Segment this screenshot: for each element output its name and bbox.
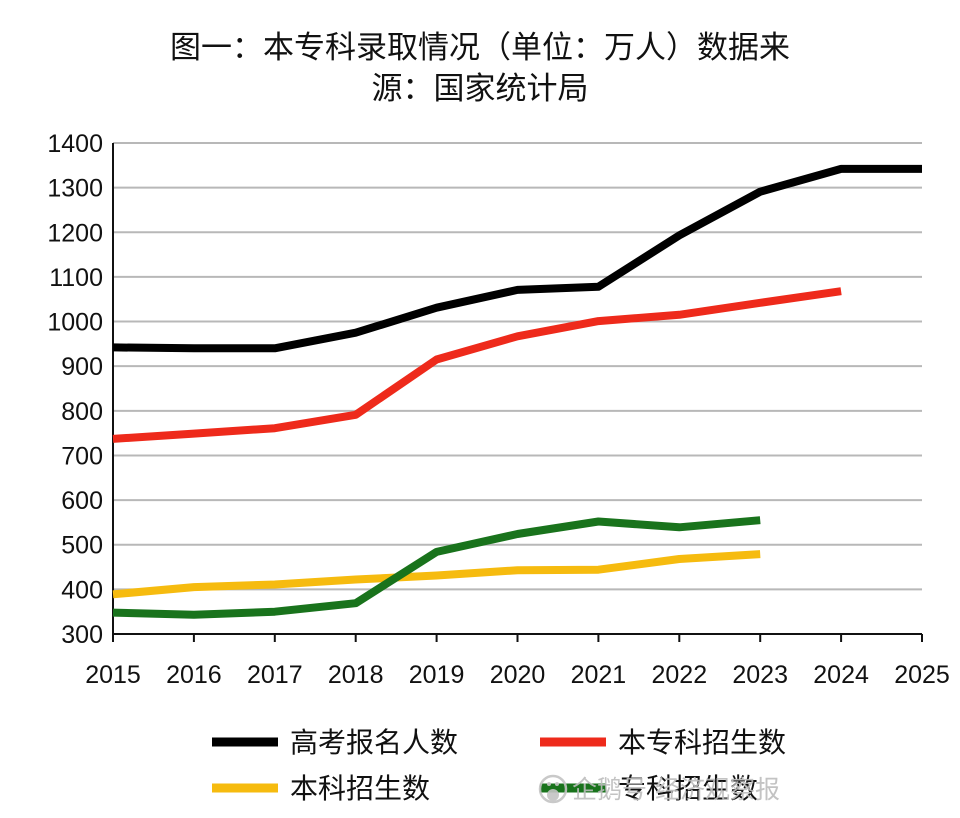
- watermark: 企鹅号 经济观察报: [538, 774, 780, 804]
- x-tick-label: 2018: [328, 661, 384, 689]
- axes: [112, 143, 923, 642]
- x-axis-tick-labels: 2015 2016 2017 2018 2019 2020 2021 2022 2023 2024…: [85, 661, 950, 689]
- y-tick-label: 1100: [49, 264, 103, 292]
- y-tick-label: 600: [61, 487, 103, 515]
- x-tick-label: 2021: [571, 661, 627, 689]
- y-tick-label: 1000: [47, 309, 103, 337]
- series-lines: [112, 164, 922, 619]
- legend-label: 本科招生数: [290, 772, 430, 805]
- y-tick-label: 700: [61, 442, 103, 470]
- legend-label: 高考报名人数: [290, 726, 458, 759]
- legend-label: 本专科招生数: [618, 726, 786, 759]
- y-tick-label: 500: [61, 532, 103, 560]
- x-tick-label: 2017: [247, 661, 303, 689]
- watermark-text: 企鹅号 经济观察报: [572, 775, 780, 804]
- penguin-logo-icon: [538, 774, 568, 804]
- x-tick-label: 2022: [651, 661, 707, 689]
- x-tick-label: 2015: [85, 661, 141, 689]
- x-tick-label: 2025: [894, 661, 950, 689]
- y-tick-label: 800: [61, 398, 103, 426]
- x-tick-label: 2019: [409, 661, 465, 689]
- y-tick-label: 400: [61, 576, 103, 604]
- x-tick-label: 2024: [813, 661, 869, 689]
- y-tick-label: 300: [61, 621, 103, 649]
- y-axis-tick-labels: 300 400 500 600 700 800 900 1000 1100 1200 1300 140…: [47, 130, 103, 649]
- chart-title-line-1: 图一：本专科录取情况（单位：万人）数据来: [170, 30, 790, 66]
- series-line-1: [112, 287, 842, 443]
- series-line-2: [112, 550, 761, 599]
- legend-label: 专科招生数: [618, 772, 758, 805]
- series-line-0: [112, 164, 922, 353]
- y-tick-label: 1400: [47, 130, 103, 158]
- x-tick-label: 2016: [166, 661, 222, 689]
- gridlines: [113, 142, 922, 635]
- y-tick-label: 1200: [47, 219, 103, 247]
- x-tick-label: 2020: [490, 661, 546, 689]
- series-line-3: [112, 516, 761, 619]
- y-tick-label: 1300: [47, 175, 103, 203]
- chart-title: 图一：本专科录取情况（单位：万人）数据来 源：国家统计局: [0, 28, 960, 110]
- chart-title-line-2: 源：国家统计局: [371, 71, 589, 107]
- y-tick-label: 900: [61, 353, 103, 381]
- x-tick-label: 2023: [732, 661, 788, 689]
